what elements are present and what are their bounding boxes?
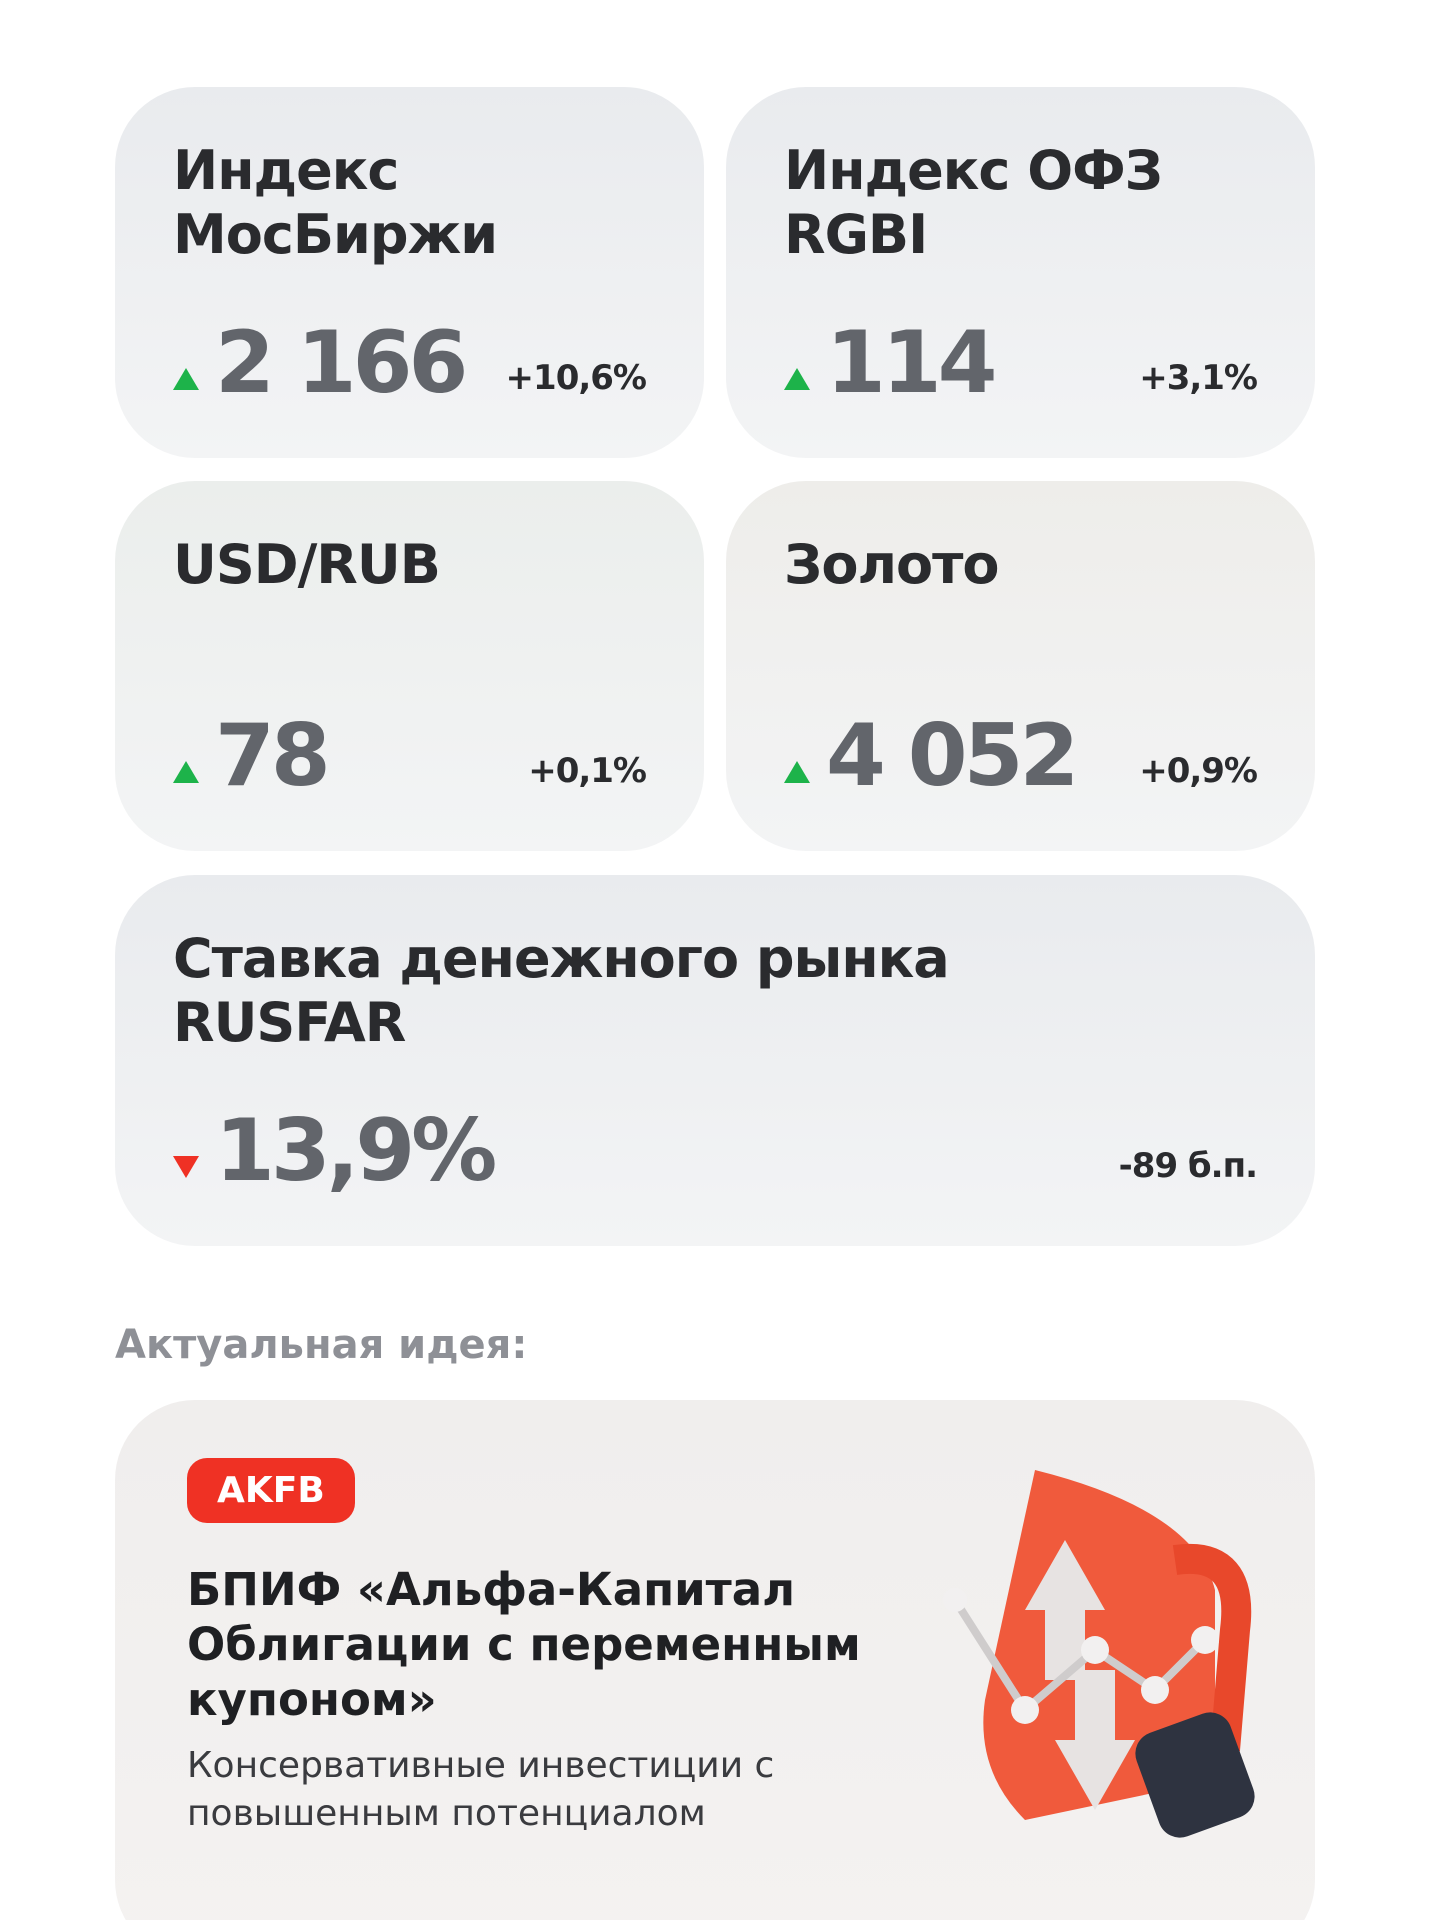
card-value: 2 166 xyxy=(215,313,468,413)
card-change: +10,6% xyxy=(505,358,647,398)
card-change: +3,1% xyxy=(1139,358,1258,398)
card-title: USD/RUB xyxy=(173,533,441,596)
card-title: Золото xyxy=(784,533,1000,596)
section-label: Актуальная идея: xyxy=(115,1322,528,1368)
dot xyxy=(1081,1636,1109,1664)
trend-up-icon xyxy=(784,761,810,783)
illustration xyxy=(943,1470,1255,1838)
card-value: 13,9% xyxy=(215,1101,497,1201)
market-card[interactable]: USD/RUB 78 +0,1% xyxy=(115,481,704,851)
dot xyxy=(1191,1626,1219,1654)
market-card[interactable]: Ставка денежного рынка RUSFAR 13,9% -89 б.… xyxy=(115,875,1315,1246)
market-card[interactable]: Золото 4 052 +0,9% xyxy=(726,481,1315,851)
idea-title: БПИФ «Альфа-Капитал Облигации с переменн… xyxy=(187,1563,861,1726)
trend-up-icon xyxy=(173,368,199,390)
card-title: Индекс ОФЗ RGBI xyxy=(784,139,1163,266)
trend-up-icon xyxy=(784,368,810,390)
market-card[interactable]: Индекс ОФЗ RGBI 114 +3,1% xyxy=(726,87,1315,458)
dot xyxy=(1141,1676,1169,1704)
arrow-down xyxy=(1055,1670,1135,1810)
card-title: Индекс МосБиржи xyxy=(173,139,498,266)
market-card[interactable]: Индекс МосБиржи 2 166 +10,6% xyxy=(115,87,704,458)
dot xyxy=(943,1588,967,1612)
card-change: +0,9% xyxy=(1139,751,1258,791)
card-value: 4 052 xyxy=(826,706,1079,806)
scroll-edge xyxy=(1172,1543,1252,1752)
card-change: +0,1% xyxy=(528,751,647,791)
briefcase xyxy=(1135,1712,1255,1838)
card-value: 78 xyxy=(215,706,331,806)
dot xyxy=(1011,1696,1039,1724)
idea-card[interactable]: AKFB БПИФ «Альфа-Капитал Облигации с пер… xyxy=(115,1400,1315,1920)
ticker-badge: AKFB xyxy=(187,1458,355,1523)
card-change: -89 б.п. xyxy=(1118,1146,1258,1186)
trend-down-icon xyxy=(173,1156,199,1178)
idea-subtitle: Консервативные инвестиции с повышенным п… xyxy=(187,1745,775,1834)
card-title: Ставка денежного рынка RUSFAR xyxy=(173,927,950,1054)
trend-up-icon xyxy=(173,761,199,783)
card-value: 114 xyxy=(826,313,998,413)
